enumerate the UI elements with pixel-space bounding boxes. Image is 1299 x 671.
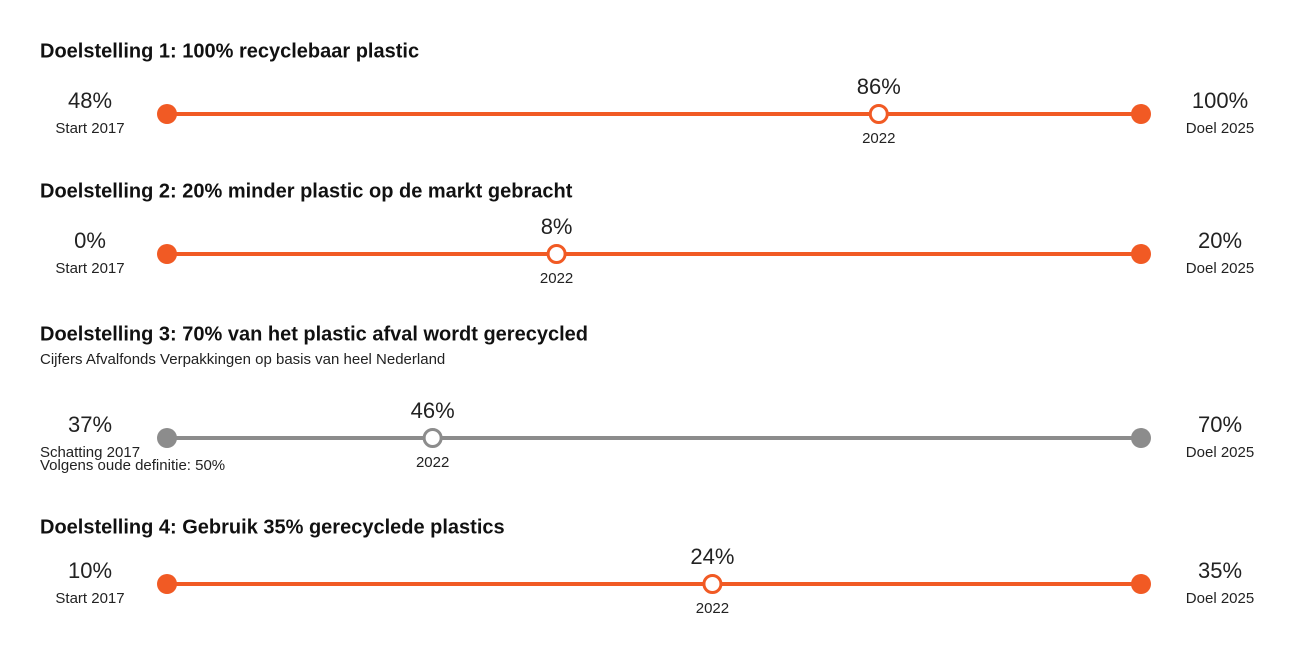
start-value: 48%	[68, 88, 112, 113]
goal-dot	[1131, 244, 1151, 264]
current-value: 86%	[857, 74, 901, 99]
goal-dot	[1131, 428, 1151, 448]
current-value: 46%	[411, 398, 455, 423]
start-dot	[157, 428, 177, 448]
chart-title: Doelstelling 1: 100% recyclebaar plastic	[40, 40, 419, 62]
goal-dot	[1131, 574, 1151, 594]
goal-value: 100%	[1192, 88, 1248, 113]
goal-label: Doel 2025	[1186, 444, 1254, 461]
current-label: 2022	[862, 130, 895, 147]
current-dot	[702, 574, 723, 594]
current-value: 24%	[690, 544, 734, 569]
current-dot	[422, 428, 443, 448]
start-value: 37%	[68, 412, 112, 437]
current-dot	[546, 244, 567, 264]
goal-value: 70%	[1198, 412, 1242, 437]
chart-subtitle: Cijfers Afvalfonds Verpakkingen op basis…	[40, 351, 445, 368]
goal-label: Doel 2025	[1186, 590, 1254, 607]
start-label: Start 2017	[55, 260, 124, 277]
goal-label: Doel 2025	[1186, 260, 1254, 277]
chart-title: Doelstelling 4: Gebruik 35% gerecyclede …	[40, 516, 505, 538]
current-dot	[868, 104, 889, 124]
current-label: 2022	[696, 600, 729, 617]
goal-dot	[1131, 104, 1151, 124]
start-value: 10%	[68, 558, 112, 583]
current-label: 2022	[416, 454, 449, 471]
start-dot	[157, 574, 177, 594]
start-dot	[157, 244, 177, 264]
current-value: 8%	[541, 214, 573, 239]
start-label: Start 2017	[55, 590, 124, 607]
start-dot	[157, 104, 177, 124]
start-value: 0%	[74, 228, 106, 253]
chart-title: Doelstelling 3: 70% van het plastic afva…	[40, 323, 588, 345]
goal-value: 20%	[1198, 228, 1242, 253]
start-label: Schatting 2017	[40, 444, 140, 461]
goal-value: 35%	[1198, 558, 1242, 583]
start-note: Volgens oude definitie: 50%	[40, 457, 225, 474]
goal-label: Doel 2025	[1186, 120, 1254, 137]
chart-title: Doelstelling 2: 20% minder plastic op de…	[40, 180, 573, 202]
current-label: 2022	[540, 270, 573, 287]
start-label: Start 2017	[55, 120, 124, 137]
